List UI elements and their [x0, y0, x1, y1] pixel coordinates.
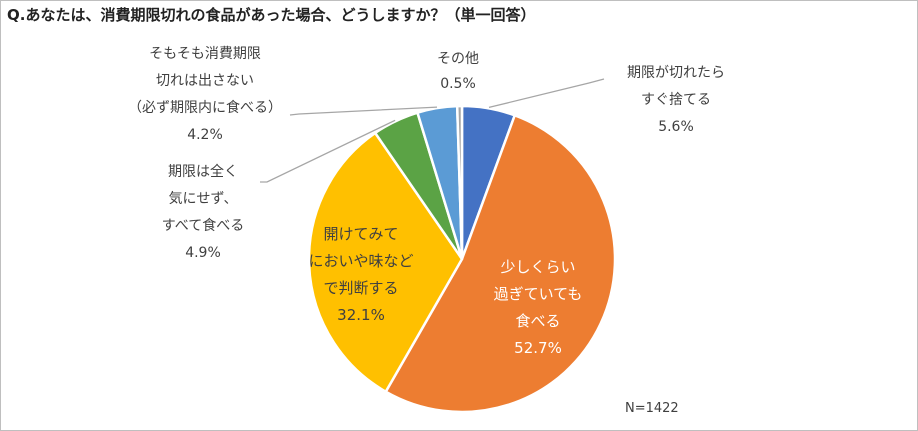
- slice-label-4-line-1: 切れは出さない: [156, 73, 254, 89]
- slice-value-label-5: 0.5%: [440, 76, 476, 92]
- sample-size-note: N=1422: [625, 401, 679, 416]
- slice-label-1-line-2: 食べる: [515, 312, 560, 330]
- slice-label-4-line-2: （必ず期限内に食べる）: [128, 99, 282, 116]
- slice-value-label-2: 32.1%: [337, 306, 385, 324]
- slice-label-3-line-0: 期限は全く: [168, 163, 238, 180]
- slice-label-0-line-1: すぐ捨てる: [641, 91, 711, 108]
- slice-label-1-line-1: 過ぎていても: [494, 285, 583, 303]
- slice-label-2-line-1: においや味など: [308, 252, 413, 270]
- slice-value-label-1: 52.7%: [514, 339, 562, 357]
- slice-label-0-line-0: 期限が切れたら: [627, 65, 725, 81]
- pie-slice-1: [384, 113, 617, 414]
- pie-slice-2: [307, 131, 464, 394]
- pie-slice-5: [455, 104, 464, 260]
- leader-line-3: [260, 119, 396, 183]
- slice-value-label-0: 5.6%: [658, 119, 694, 135]
- slice-label-3-line-2: すべて食べる: [162, 217, 244, 234]
- slice-label-4-line-0: そもそも消費期限: [149, 46, 261, 62]
- slice-label-2-line-0: 開けてみて: [323, 225, 398, 243]
- slice-label-5-line-0: その他: [437, 51, 479, 67]
- leader-line-0: [488, 78, 605, 109]
- slice-label-2-line-2: で判断する: [323, 279, 398, 297]
- chart-title: Q.あなたは、消費期限切れの食品があった場合、どうしますか？（単一回答）: [7, 6, 536, 24]
- slice-value-label-3: 4.9%: [185, 245, 221, 261]
- slice-label-1-line-0: 少しくらい: [500, 258, 575, 276]
- leader-line-4: [289, 106, 438, 116]
- slice-label-3-line-1: 気にせず、: [168, 191, 237, 207]
- slice-value-label-4: 4.2%: [187, 127, 223, 143]
